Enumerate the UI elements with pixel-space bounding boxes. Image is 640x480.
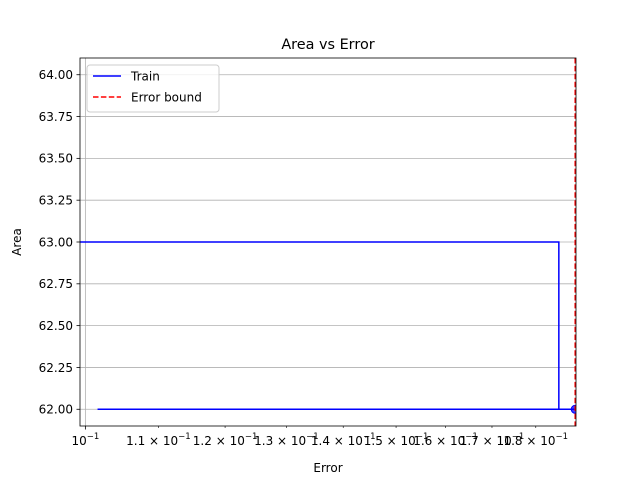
series-train-line: [80, 241, 576, 411]
legend-error-bound-label: Error bound: [131, 91, 202, 105]
x-tick-label-6: 1.6 × 10−1: [413, 432, 478, 448]
y-tick-label-3: 62.75: [39, 277, 73, 291]
x-tick-label-1: 1.1 × 10−1: [126, 432, 191, 448]
y-tick-label-1: 62.25: [39, 361, 73, 375]
x-tick-label-exponent-6: −1: [465, 432, 478, 442]
y-tick-label-5: 63.25: [39, 193, 73, 207]
x-tick-label-mantissa-2: 1.2 × 10: [193, 434, 245, 448]
x-tick-label-exponent-0: −1: [87, 432, 100, 442]
x-tick-label-2: 1.2 × 10−1: [193, 432, 258, 448]
x-tick-label-0: 10−1: [71, 432, 99, 448]
axis-ticks: 62.00 62.25 62.50 62.75 63.00 63.25 63.50 63.75…: [39, 68, 568, 448]
x-tick-label-5: 1.5 × 10−1: [364, 432, 429, 448]
y-tick-label-4: 63.00: [39, 235, 73, 249]
chart-title: Area vs Error: [281, 37, 374, 53]
y-tick-label-8: 64.00: [39, 68, 73, 82]
x-tick-label-4: 1.4 × 10−1: [311, 432, 376, 448]
x-tick-label-exponent-4: −1: [363, 432, 376, 442]
x-tick-label-exponent-8: −1: [556, 432, 569, 442]
series-layer: [80, 58, 576, 426]
x-tick-label-exponent-3: −1: [306, 432, 319, 442]
y-tick-label-2: 62.50: [39, 319, 73, 333]
x-tick-label-3: 1.3 × 10−1: [254, 432, 319, 448]
x-tick-label-exponent-2: −1: [245, 432, 258, 442]
x-tick-label-mantissa-5: 1.5 × 10: [364, 434, 416, 448]
y-tick-label-7: 63.75: [39, 110, 73, 124]
x-tick-label-mantissa-7: 1.7 × 10: [460, 434, 512, 448]
x-tick-label-exponent-1: −1: [178, 432, 191, 442]
x-tick-label-7: 1.7 × 10−1: [460, 432, 525, 448]
x-tick-label-mantissa-1: 1.1 × 10: [126, 434, 178, 448]
y-axis-label: Area: [10, 228, 24, 256]
x-tick-label-mantissa-4: 1.4 × 10: [311, 434, 363, 448]
x-tick-label-mantissa-6: 1.6 × 10: [413, 434, 465, 448]
legend-train-label: Train: [130, 70, 160, 84]
x-tick-label-mantissa-8: 1.8 × 10: [503, 434, 555, 448]
x-tick-label-mantissa-0: 10: [71, 434, 86, 448]
x-tick-label-exponent-7: −1: [512, 432, 525, 442]
y-tick-label-0: 62.00: [39, 403, 73, 417]
y-tick-label-6: 63.50: [39, 152, 73, 166]
x-tick-label-8: 1.8 × 10−1: [503, 432, 568, 448]
x-tick-label-mantissa-3: 1.3 × 10: [254, 434, 306, 448]
x-tick-label-exponent-5: −1: [416, 432, 429, 442]
x-axis-label: Error: [313, 461, 342, 475]
legend: Train Error bound: [86, 64, 220, 113]
